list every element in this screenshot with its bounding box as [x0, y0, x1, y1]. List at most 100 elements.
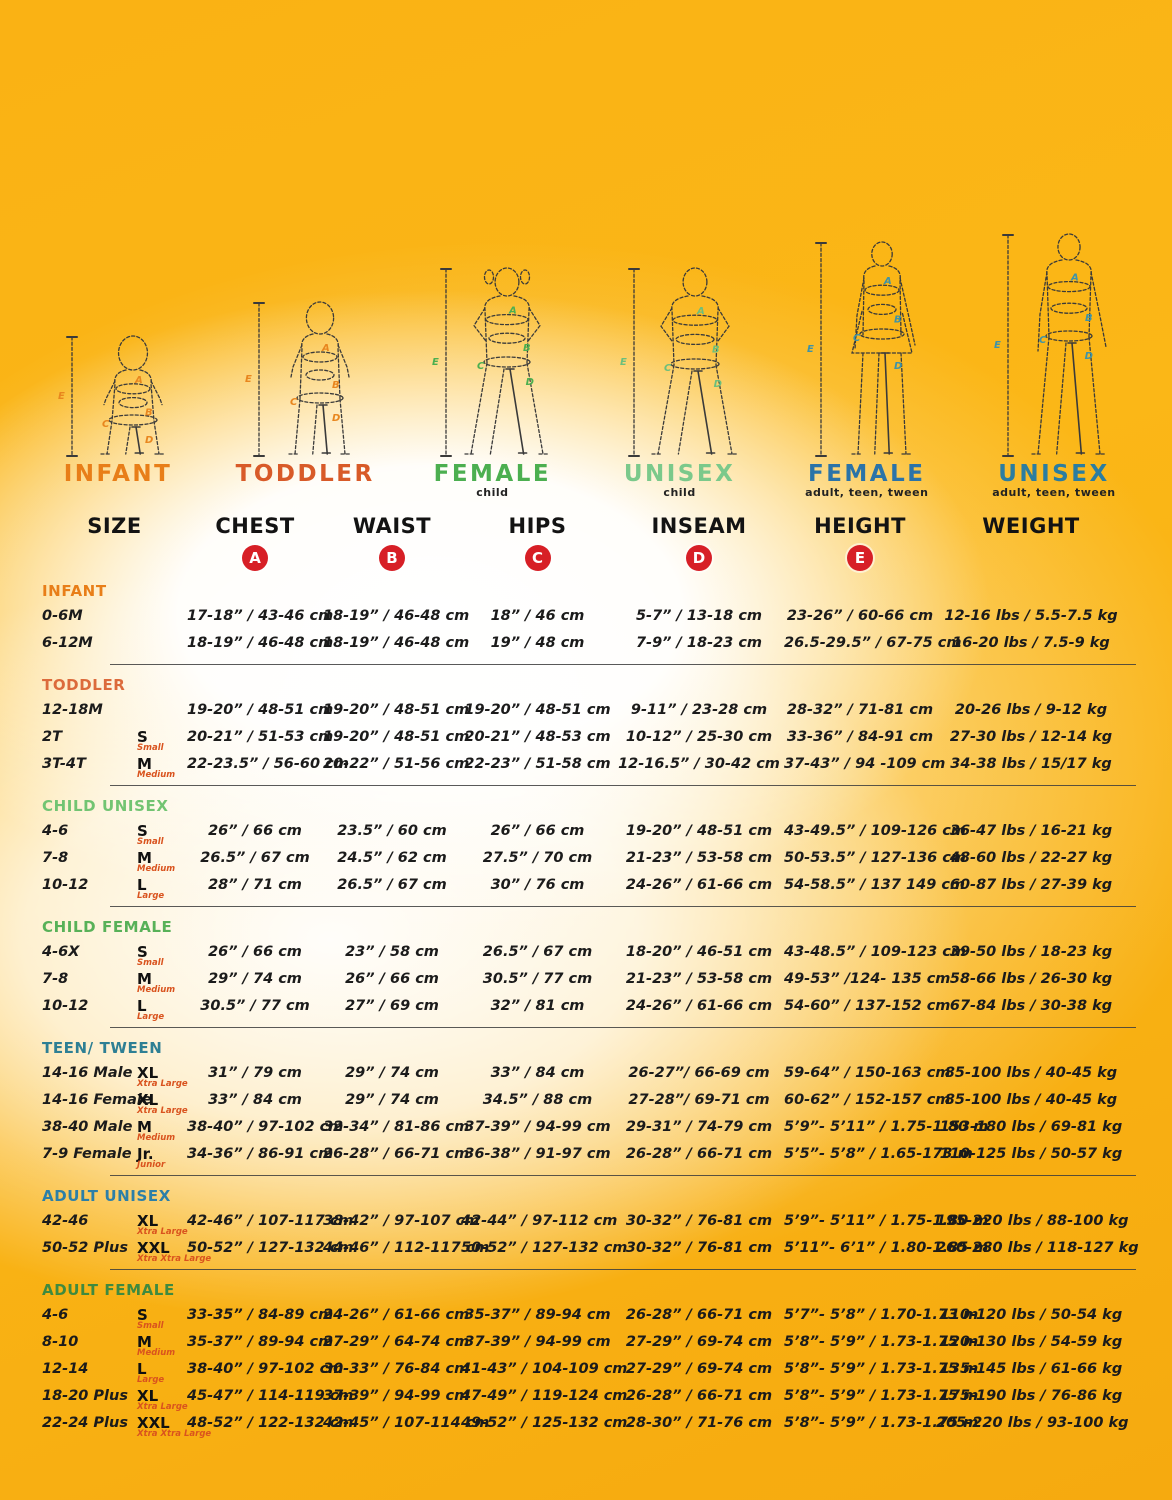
figure-diagrams: A B C D E INFANT A B C D E TODDLER A B C D E FEMALE child A… — [28, 233, 1144, 500]
marker-height-letter: E — [245, 374, 252, 385]
cell-height: 54-58.5” / 137 149 cm — [784, 876, 966, 893]
size-sub-label: Large — [137, 890, 165, 901]
cell-inseam: 26-28” / 66-71 cm — [625, 1306, 773, 1323]
size-sub-label: Small — [137, 1320, 164, 1331]
size-sub-label: Large — [137, 1011, 165, 1022]
cell-size-label: 12-14 — [42, 1360, 89, 1377]
cell-height: 43-49.5” / 109-126 cm — [784, 822, 967, 839]
marker-hips-letter: C — [477, 361, 485, 372]
figure-label: TODDLER — [235, 460, 375, 487]
section-toddler: TODDLER 12-18M 19-20” / 48-51 cm 19-20” / 4… — [42, 676, 1172, 786]
badge-waist-icon: B — [379, 545, 405, 571]
figure-sublabel: child — [663, 486, 696, 499]
marker-waist-letter: B — [712, 344, 720, 355]
marker-chest-letter: A — [134, 375, 143, 386]
section-divider — [110, 1027, 1136, 1028]
size-sub-label: Small — [137, 836, 164, 847]
cell-inseam: 19-20” / 48-51 cm — [625, 822, 773, 839]
cell-size-label: 4-6X — [42, 943, 80, 960]
cell-height: 37-43” / 94 -109 cm — [784, 755, 946, 772]
cell-weight: 135-145 lbs / 61-66 kg — [939, 1360, 1123, 1377]
cell-waist: 30-33” / 76-84 cm — [323, 1360, 470, 1377]
section-header: CHILD FEMALE — [42, 918, 173, 936]
cell-waist: 42-45” / 107-114 cm — [323, 1414, 490, 1431]
figure-sublabel: adult, teen, tween — [805, 486, 929, 499]
marker-height-letter: E — [432, 357, 439, 368]
badge-chest-icon: A — [242, 545, 268, 571]
cell-inseam: 24-26” / 61-66 cm — [625, 997, 773, 1014]
cell-inseam: 18-20” / 46-51 cm — [625, 943, 773, 960]
cell-inseam: 28-30” / 71-76 cm — [625, 1414, 773, 1431]
col-header-waist: WAIST — [352, 514, 432, 538]
figure-sublabel: adult, teen, tween — [992, 486, 1116, 499]
size-sub-label: Xtra Xtra Large — [137, 1428, 212, 1439]
cell-weight: 205-220 lbs / 93-100 kg — [936, 1414, 1129, 1431]
cell-hips: 34.5” / 88 cm — [482, 1091, 593, 1108]
section-header: ADULT FEMALE — [42, 1281, 175, 1299]
cell-size-label: 10-12 — [42, 997, 89, 1014]
cell-height: 23-26” / 60-66 cm — [786, 607, 934, 624]
cell-chest: 48-52” / 122-132 cm — [187, 1414, 354, 1431]
marker-waist-letter: B — [523, 343, 531, 354]
size-row: 7-8 M Medium 26.5” / 67 cm 24.5” / 62 cm 27.5… — [42, 844, 1172, 874]
cell-size-label: 8-10 — [42, 1333, 79, 1350]
cell-waist: 27-29” / 64-74 cm — [323, 1333, 470, 1350]
cell-size-letter: XL Xtra Large — [137, 1063, 188, 1089]
size-row: 18-20 Plus XL Xtra Large 45-47” / 114-119 c… — [42, 1382, 1172, 1412]
size-sub-label: Xtra Large — [137, 1105, 188, 1116]
cell-size-letter: S Small — [137, 942, 164, 968]
cell-chest: 22-23.5” / 56-60 cm — [187, 755, 349, 772]
size-sub-label: Large — [137, 1374, 165, 1385]
cell-size-label: 7-8 — [42, 970, 69, 987]
marker-inseam-letter: D — [713, 379, 721, 390]
figure-unisex-child-drawing: A B C D E — [620, 267, 739, 457]
cell-hips: 27.5” / 70 cm — [482, 849, 593, 866]
size-table: SIZE CHEST WAIST HIPS INSEAM HEIGHT WEIG… — [0, 514, 1172, 1439]
cell-hips: 32” / 81 cm — [490, 997, 585, 1014]
size-row: 10-12 L Large 30.5” / 77 cm 27” / 69 cm 32” /… — [42, 992, 1172, 1022]
cell-size-letter: M Medium — [137, 848, 176, 874]
cell-size-label: 14-16 Male — [42, 1064, 133, 1081]
cell-size-label: 2T — [42, 728, 62, 745]
figure-label: UNISEX — [623, 460, 736, 487]
cell-weight: 20-26 lbs / 9-12 kg — [954, 701, 1108, 718]
cell-weight: 48-60 lbs / 22-27 kg — [949, 849, 1113, 866]
cell-weight: 85-100 lbs / 40-45 kg — [944, 1091, 1118, 1108]
cell-chest: 17-18” / 43-46 cm — [187, 607, 334, 624]
section-divider — [110, 1269, 1136, 1270]
cell-weight: 110-120 lbs / 50-54 kg — [939, 1306, 1123, 1323]
size-sub-label: Medium — [137, 769, 176, 780]
size-row: 8-10 M Medium 35-37” / 89-94 cm 27-29” / 64-… — [42, 1328, 1172, 1358]
cell-weight: 58-66 lbs / 26-30 kg — [949, 970, 1113, 987]
cell-hips: 35-37” / 89-94 cm — [464, 1306, 611, 1323]
cell-hips: 33” / 84 cm — [490, 1064, 585, 1081]
cell-waist: 19-20” / 48-51 cm — [323, 701, 470, 718]
cell-inseam: 24-26” / 61-66 cm — [625, 876, 773, 893]
figure-toddler-drawing: A B C D E — [245, 301, 352, 457]
section-adult-female: ADULT FEMALE 4-6 S Small 33-35” / 84-89 cm 24… — [42, 1281, 1172, 1439]
cell-chest: 50-52” / 127-132 cm — [187, 1239, 354, 1256]
cell-size-letter: L Large — [137, 875, 165, 901]
size-sub-label: Xtra Large — [137, 1401, 188, 1412]
cell-hips: 26.5” / 67 cm — [482, 943, 593, 960]
col-header-height: HEIGHT — [814, 514, 906, 538]
cell-weight: 195-220 lbs / 88-100 kg — [936, 1212, 1129, 1229]
cell-hips: 49-52” / 125-132 cm — [461, 1414, 628, 1431]
cell-hips: 26” / 66 cm — [490, 822, 585, 839]
size-row: 7-9 Female Jr. Junior 34-36” / 86-91 cm 26-2… — [42, 1140, 1172, 1170]
cell-size-label: 42-46 — [42, 1212, 89, 1229]
size-row: 4-6 S Small 33-35” / 84-89 cm 24-26” / 61-66… — [42, 1301, 1172, 1331]
figure-label: FEMALE — [808, 460, 926, 487]
marker-height-letter: E — [994, 340, 1001, 351]
cell-weight: 36-47 lbs / 16-21 kg — [949, 822, 1113, 839]
marker-chest-letter: A — [508, 305, 517, 316]
cell-size-letter: XL Xtra Large — [137, 1211, 188, 1237]
marker-chest-letter: A — [1070, 272, 1079, 283]
section-teen-tween: TEEN/ TWEEN 14-16 Male XL Xtra Large 31” / 7… — [42, 1039, 1172, 1176]
cell-chest: 38-40” / 97-102 cm — [187, 1360, 344, 1377]
marker-inseam-letter: D — [526, 377, 534, 388]
section-header: TEEN/ TWEEN — [42, 1039, 163, 1057]
col-header-size: SIZE — [87, 514, 142, 538]
figure-unisex-adult-drawing: A B C D E — [994, 233, 1107, 457]
marker-height-letter: E — [58, 391, 65, 402]
